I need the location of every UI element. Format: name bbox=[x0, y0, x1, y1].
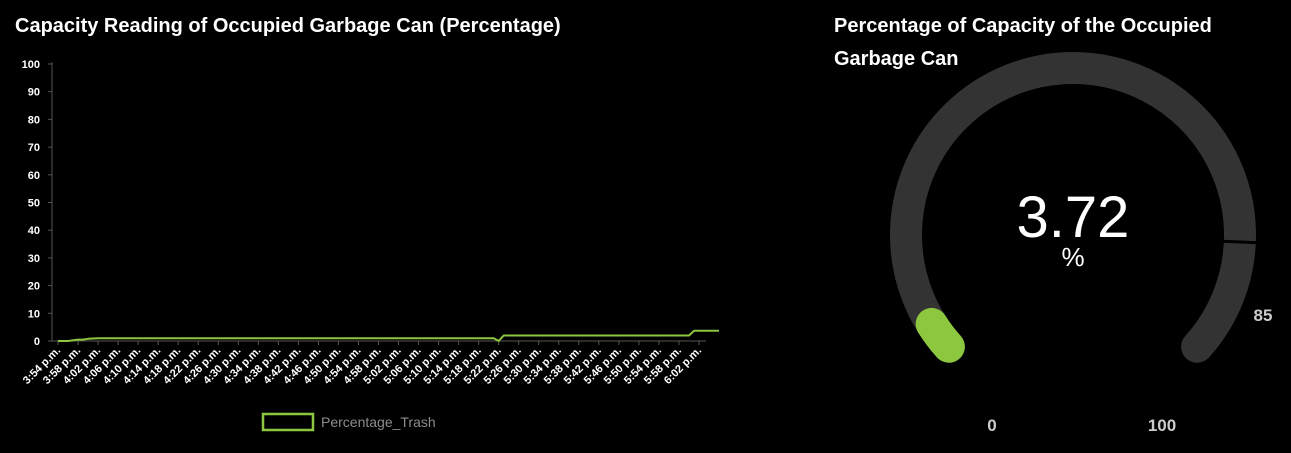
y-tick-label: 80 bbox=[28, 114, 40, 126]
gauge-value: 3.72 bbox=[1017, 185, 1130, 250]
y-tick-label: 100 bbox=[22, 59, 40, 71]
y-tick-label: 70 bbox=[28, 142, 40, 154]
gauge-title: Percentage of Capacity of the Occupied G… bbox=[834, 15, 1212, 70]
y-tick-label: 20 bbox=[28, 281, 40, 293]
y-tick-label: 10 bbox=[28, 308, 40, 320]
y-tick-label: 40 bbox=[28, 225, 40, 237]
gauge-label-max: 100 bbox=[1148, 416, 1176, 435]
gauge-panel: Percentage of Capacity of the Occupied G… bbox=[820, 0, 1291, 453]
x-axis: 3:54 p.m.3:58 p.m.4:02 p.m.4:06 p.m.4:10… bbox=[21, 340, 706, 387]
line-chart: 0 10 20 30 40 50 60 70 80 90 100 3:54 p.m.3:58 p.m… bbox=[21, 59, 720, 432]
legend-swatch[interactable] bbox=[261, 412, 315, 432]
legend[interactable]: Percentage_Trash bbox=[261, 412, 436, 432]
series-layer bbox=[58, 329, 720, 342]
y-tick-label: 50 bbox=[28, 198, 40, 210]
line-chart-title: Capacity Reading of Occupied Garbage Can… bbox=[15, 15, 561, 37]
y-tick-label: 0 bbox=[34, 336, 40, 348]
legend-label-percentage-trash[interactable]: Percentage_Trash bbox=[321, 414, 436, 430]
gauge-label-min: 0 bbox=[987, 416, 996, 435]
line-chart-panel: Capacity Reading of Occupied Garbage Can… bbox=[15, 15, 720, 432]
gauge-unit: % bbox=[1061, 242, 1084, 272]
y-tick-label: 60 bbox=[28, 170, 40, 182]
y-tick-label: 90 bbox=[28, 87, 40, 99]
gauge-threshold-marker bbox=[1222, 239, 1258, 245]
series-line-percentage-trash[interactable] bbox=[58, 329, 720, 342]
gauge-label-threshold: 85 bbox=[1254, 306, 1273, 325]
y-axis: 0 10 20 30 40 50 60 70 80 90 100 bbox=[22, 59, 53, 348]
gauge-chart: 3.72 % 0 85 100 bbox=[890, 52, 1273, 435]
y-tick-label: 30 bbox=[28, 253, 40, 265]
gauge-track bbox=[890, 52, 1256, 363]
gauge-fill bbox=[915, 307, 965, 363]
